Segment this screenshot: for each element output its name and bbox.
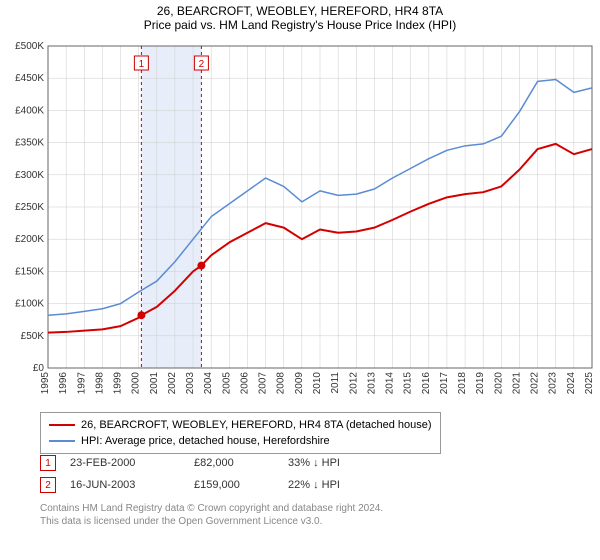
svg-text:1997: 1997 <box>76 372 87 395</box>
svg-text:2006: 2006 <box>239 372 250 395</box>
txn-diff: 22% ↓ HPI <box>288 479 388 491</box>
txn-diff: 33% ↓ HPI <box>288 457 388 469</box>
svg-text:£300K: £300K <box>15 170 44 181</box>
svg-text:2023: 2023 <box>548 372 559 395</box>
title-subtitle: Price paid vs. HM Land Registry's House … <box>0 18 600 32</box>
attribution: Contains HM Land Registry data © Crown c… <box>40 502 383 528</box>
txn-badge-2: 2 <box>40 477 56 493</box>
legend-swatch-hpi <box>49 440 75 442</box>
svg-text:2024: 2024 <box>566 372 577 395</box>
svg-text:2007: 2007 <box>258 372 269 395</box>
legend-item-hpi: HPI: Average price, detached house, Here… <box>49 433 432 449</box>
svg-text:2005: 2005 <box>221 372 232 395</box>
svg-text:2015: 2015 <box>403 372 414 395</box>
transactions-table: 1 23-FEB-2000 £82,000 33% ↓ HPI 2 16-JUN… <box>40 452 388 496</box>
txn-date: 16-JUN-2003 <box>70 479 180 491</box>
svg-text:2013: 2013 <box>366 372 377 395</box>
svg-text:2016: 2016 <box>421 372 432 395</box>
transaction-row: 2 16-JUN-2003 £159,000 22% ↓ HPI <box>40 474 388 496</box>
svg-text:1999: 1999 <box>113 372 124 395</box>
txn-price: £159,000 <box>194 479 274 491</box>
svg-text:2011: 2011 <box>330 372 341 394</box>
svg-text:2022: 2022 <box>530 372 541 395</box>
svg-text:2017: 2017 <box>439 372 450 395</box>
legend-swatch-property <box>49 424 75 426</box>
svg-text:£450K: £450K <box>15 73 44 84</box>
svg-text:2012: 2012 <box>348 372 359 395</box>
attribution-line: This data is licensed under the Open Gov… <box>40 515 383 528</box>
txn-price: £82,000 <box>194 457 274 469</box>
svg-text:1: 1 <box>139 59 145 70</box>
chart-area: 12£0£50K£100K£150K£200K£250K£300K£350K£4… <box>0 38 600 408</box>
svg-text:2018: 2018 <box>457 372 468 395</box>
title-block: 26, BEARCROFT, WEOBLEY, HEREFORD, HR4 8T… <box>0 0 600 34</box>
svg-text:2009: 2009 <box>294 372 305 395</box>
svg-text:£100K: £100K <box>15 299 44 310</box>
svg-text:2001: 2001 <box>149 372 160 395</box>
svg-text:2025: 2025 <box>584 372 595 395</box>
legend-label: 26, BEARCROFT, WEOBLEY, HEREFORD, HR4 8T… <box>81 419 432 431</box>
legend-label: HPI: Average price, detached house, Here… <box>81 435 330 447</box>
attribution-line: Contains HM Land Registry data © Crown c… <box>40 502 383 515</box>
svg-text:£250K: £250K <box>15 202 44 213</box>
svg-text:£400K: £400K <box>15 105 44 116</box>
svg-text:1996: 1996 <box>58 372 69 395</box>
line-chart: 12£0£50K£100K£150K£200K£250K£300K£350K£4… <box>0 38 600 408</box>
svg-text:1998: 1998 <box>94 372 105 395</box>
legend-item-property: 26, BEARCROFT, WEOBLEY, HEREFORD, HR4 8T… <box>49 417 432 433</box>
svg-text:£150K: £150K <box>15 266 44 277</box>
svg-text:2008: 2008 <box>276 372 287 395</box>
svg-text:2002: 2002 <box>167 372 178 395</box>
svg-text:2004: 2004 <box>203 372 214 395</box>
svg-text:2014: 2014 <box>385 372 396 395</box>
svg-text:2010: 2010 <box>312 372 323 395</box>
transaction-row: 1 23-FEB-2000 £82,000 33% ↓ HPI <box>40 452 388 474</box>
svg-text:1995: 1995 <box>40 372 51 395</box>
svg-text:£500K: £500K <box>15 41 44 52</box>
svg-text:2: 2 <box>199 59 205 70</box>
svg-text:2020: 2020 <box>493 372 504 395</box>
svg-text:2019: 2019 <box>475 372 486 395</box>
txn-date: 23-FEB-2000 <box>70 457 180 469</box>
svg-text:2000: 2000 <box>131 372 142 395</box>
svg-text:£350K: £350K <box>15 138 44 149</box>
svg-text:2003: 2003 <box>185 372 196 395</box>
page-container: 26, BEARCROFT, WEOBLEY, HEREFORD, HR4 8T… <box>0 0 600 560</box>
svg-text:2021: 2021 <box>511 372 522 395</box>
txn-badge-1: 1 <box>40 455 56 471</box>
svg-text:£200K: £200K <box>15 234 44 245</box>
svg-text:£50K: £50K <box>21 331 45 342</box>
title-address: 26, BEARCROFT, WEOBLEY, HEREFORD, HR4 8T… <box>0 4 600 18</box>
legend: 26, BEARCROFT, WEOBLEY, HEREFORD, HR4 8T… <box>40 412 441 454</box>
